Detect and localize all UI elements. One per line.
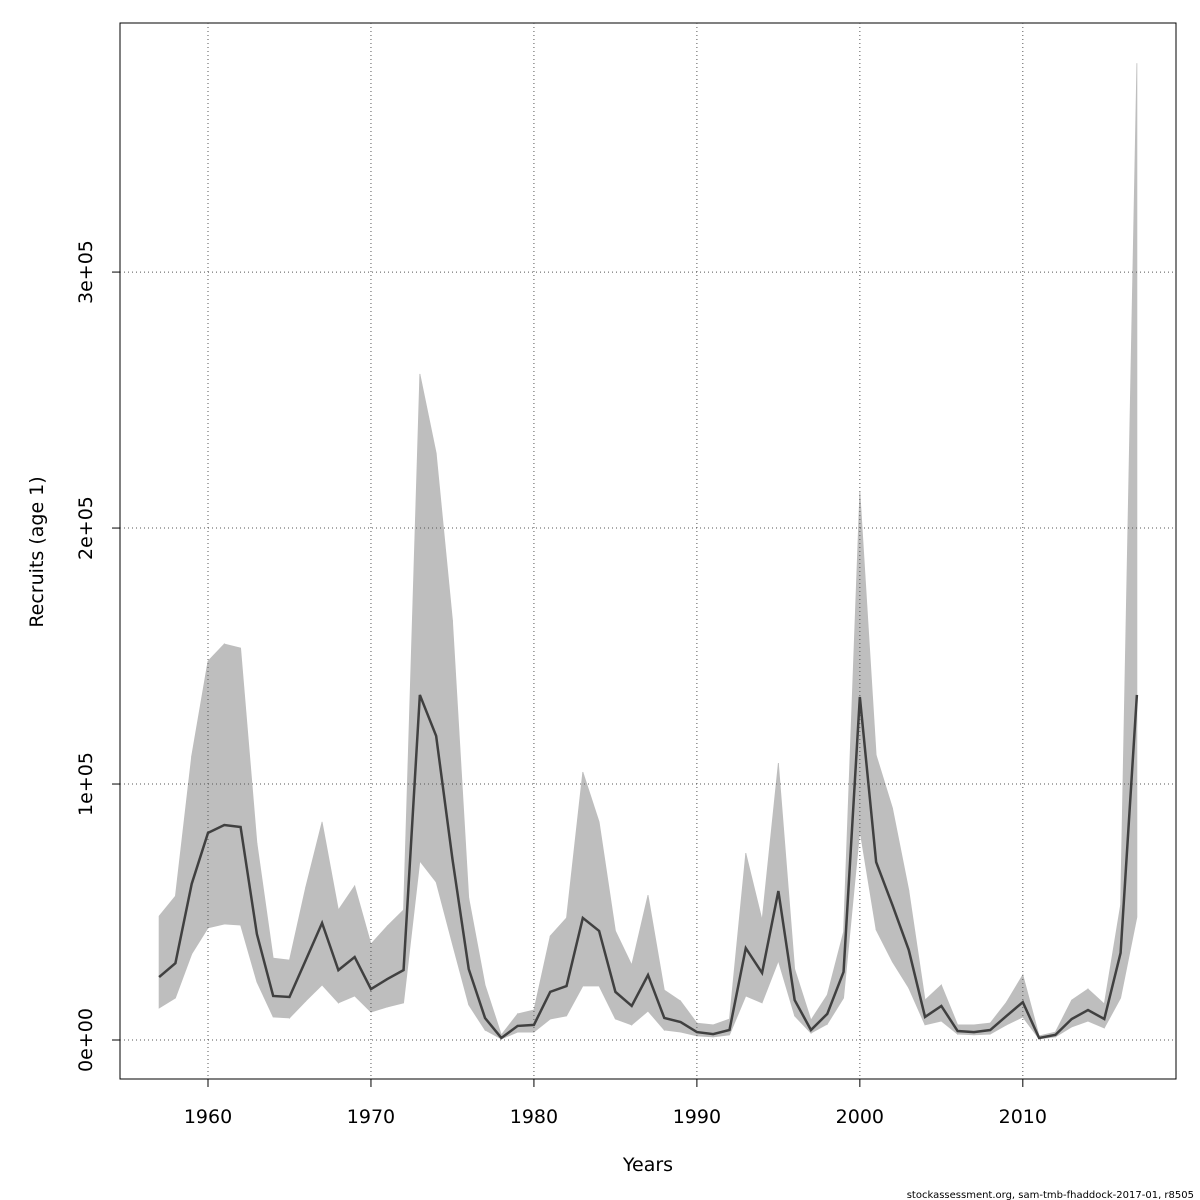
confidence-band — [549, 916, 567, 1020]
confidence-band — [1087, 988, 1105, 1029]
confidence-band — [875, 754, 893, 963]
confidence-band — [892, 808, 910, 990]
confidence-band — [386, 909, 404, 1008]
confidence-band — [370, 925, 388, 1013]
y-tick-label: 1e+05 — [75, 752, 97, 816]
confidence-band — [289, 886, 307, 1019]
confidence-band — [175, 755, 193, 999]
confidence-band — [663, 989, 681, 1033]
confidence-band — [745, 853, 763, 1004]
confidence-band — [305, 821, 323, 1003]
confidence-band — [924, 984, 942, 1026]
confidence-band — [223, 643, 241, 926]
confidence-band — [598, 821, 616, 1020]
confidence-band — [435, 453, 453, 945]
confidence-band — [272, 957, 290, 1019]
x-tick-label: 1990 — [673, 1106, 721, 1128]
x-tick-label: 1960 — [184, 1106, 232, 1128]
x-tick-label: 2010 — [999, 1106, 1047, 1128]
confidence-band — [1071, 988, 1089, 1028]
x-tick-label: 2000 — [836, 1106, 884, 1128]
y-axis-label: Recruits (age 1) — [26, 476, 48, 627]
footnote: stockassessment.org, sam-tmb-fhaddock-20… — [907, 1190, 1194, 1200]
y-tick-label: 2e+05 — [75, 496, 97, 560]
confidence-band — [158, 895, 176, 1009]
confidence-band — [240, 648, 258, 983]
recruits-line — [158, 694, 1139, 1040]
plot-frame — [119, 22, 1177, 1080]
x-tick-label: 1980 — [510, 1106, 558, 1128]
confidence-band — [337, 884, 356, 1004]
confidence-band — [1006, 973, 1024, 1026]
x-axis-label: Years — [622, 1154, 673, 1176]
confidence-band — [1120, 63, 1138, 999]
confidence-band — [354, 885, 372, 1014]
confidence-band — [615, 930, 633, 1026]
confidence-band — [517, 1009, 535, 1033]
confidence-band — [631, 895, 649, 1026]
confidence-band — [484, 984, 502, 1040]
y-tick-label: 0e+00 — [75, 1008, 97, 1072]
confidence-band — [957, 1024, 975, 1036]
confidence-band — [729, 853, 747, 1036]
x-tick-label: 1970 — [347, 1106, 395, 1128]
confidence-band — [207, 643, 225, 929]
confidence-band — [973, 1022, 991, 1036]
confidence-band — [582, 771, 600, 987]
confidence-band — [191, 661, 209, 956]
confidence-band — [321, 821, 339, 1004]
confidence-band — [419, 373, 437, 884]
y-tick-label: 3e+05 — [75, 240, 97, 304]
